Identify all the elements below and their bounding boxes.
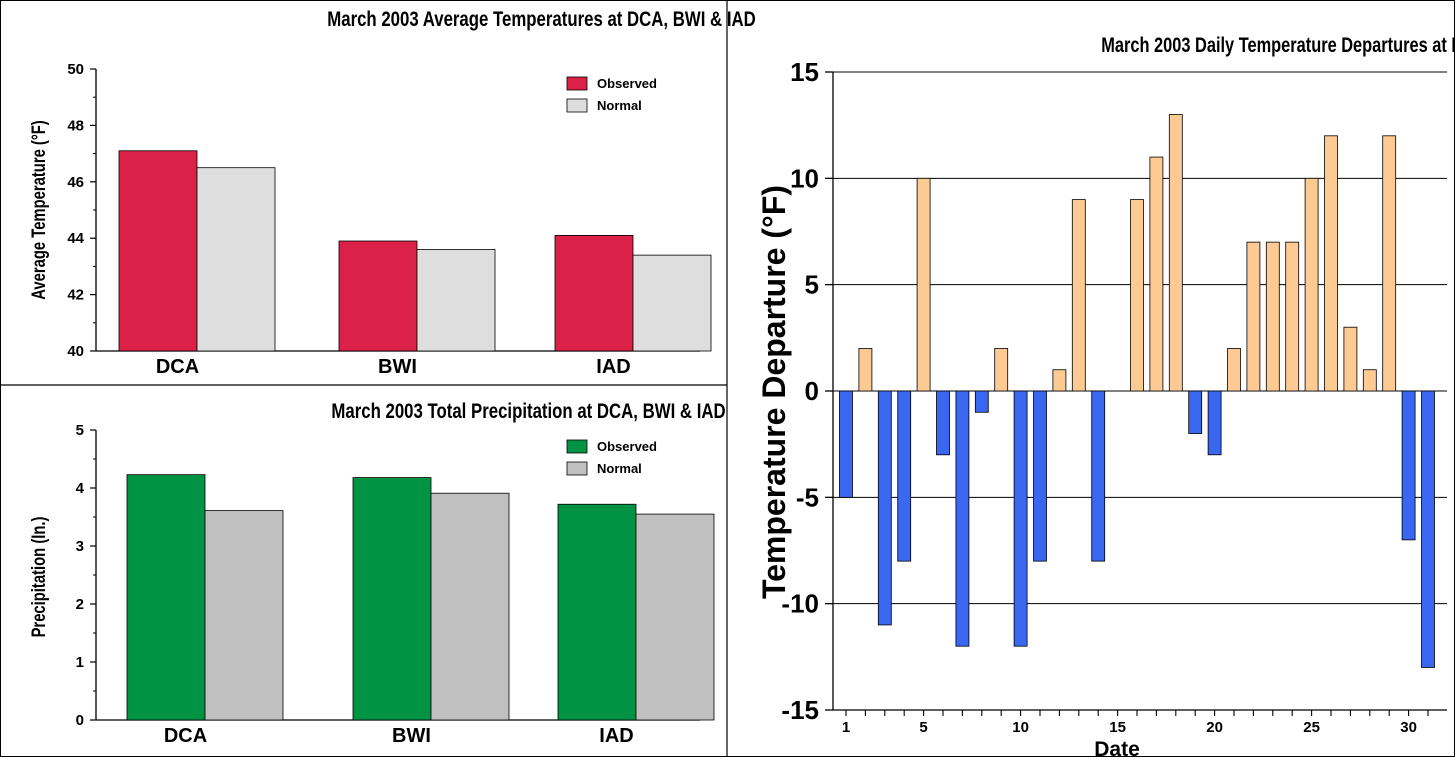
x-category-label: IAD bbox=[596, 356, 630, 378]
bar-observed-bwi bbox=[352, 477, 432, 721]
x-tick-label: 1 bbox=[842, 719, 850, 736]
y-tick-label: 4 bbox=[76, 480, 85, 497]
y-tick-label: 5 bbox=[76, 422, 84, 439]
bar-day-25 bbox=[1304, 177, 1319, 392]
legend-label-normal: Normal bbox=[597, 98, 642, 113]
y-tick-label: 40 bbox=[67, 343, 84, 360]
bar-normal-iad bbox=[632, 254, 712, 352]
y-tick-label: -5 bbox=[796, 482, 819, 512]
x-tick-label: 10 bbox=[1012, 719, 1029, 736]
y-tick-label: -15 bbox=[781, 695, 819, 725]
legend-swatch-observed bbox=[566, 76, 588, 91]
bar-day-14 bbox=[1091, 390, 1106, 562]
bar-day-26 bbox=[1324, 135, 1338, 392]
bar-day-13 bbox=[1071, 199, 1086, 392]
bar-day-2 bbox=[858, 348, 873, 392]
bar-observed-dca bbox=[126, 474, 206, 721]
x-category-label: DCA bbox=[156, 356, 199, 378]
y-tick-label: 10 bbox=[790, 163, 819, 193]
y-tick-label: 0 bbox=[76, 712, 84, 729]
bar-day-1 bbox=[839, 390, 853, 498]
chart-title: March 2003 Total Precipitation at DCA, B… bbox=[331, 400, 725, 423]
bar-normal-iad bbox=[635, 513, 715, 721]
bar-day-5 bbox=[916, 177, 931, 392]
x-category-label: DCA bbox=[164, 725, 207, 747]
y-tick-label: 15 bbox=[790, 57, 819, 87]
y-tick-label: -10 bbox=[781, 589, 819, 619]
bar-day-23 bbox=[1265, 241, 1280, 392]
bar-day-7 bbox=[955, 390, 970, 647]
bar-day-29 bbox=[1382, 135, 1397, 392]
bar-day-21 bbox=[1227, 348, 1241, 392]
y-tick-label: 42 bbox=[67, 287, 84, 304]
bar-day-30 bbox=[1401, 390, 1416, 541]
chart-title: March 2003 Daily Temperature Departures … bbox=[1101, 33, 1455, 56]
y-tick-label: 3 bbox=[76, 538, 84, 555]
y-axis-label: Precipitation (In.) bbox=[28, 517, 49, 638]
bar-day-10 bbox=[1013, 390, 1028, 647]
precipitation-chart: March 2003 Total Precipitation at DCA, B… bbox=[28, 400, 725, 747]
y-tick-label: 2 bbox=[76, 596, 84, 613]
bar-day-20 bbox=[1207, 390, 1222, 456]
x-tick-label: 20 bbox=[1206, 719, 1223, 736]
y-tick-label: 44 bbox=[67, 230, 84, 247]
bar-day-12 bbox=[1052, 369, 1067, 392]
bar-day-6 bbox=[936, 390, 950, 456]
x-tick-label: 5 bbox=[919, 719, 927, 736]
departure-chart: March 2003 Daily Temperature Departures … bbox=[756, 33, 1455, 757]
legend-swatch-normal bbox=[566, 461, 588, 476]
bar-observed-dca bbox=[118, 150, 198, 352]
bar-normal-bwi bbox=[430, 492, 510, 721]
bar-normal-dca bbox=[196, 167, 276, 352]
bar-observed-iad bbox=[557, 503, 637, 721]
bar-observed-bwi bbox=[338, 240, 418, 352]
bar-day-17 bbox=[1149, 156, 1164, 392]
legend-swatch-normal bbox=[566, 98, 588, 113]
bar-observed-iad bbox=[554, 234, 634, 352]
legend-label-observed: Observed bbox=[597, 439, 657, 454]
y-tick-label: 0 bbox=[805, 376, 819, 406]
y-tick-label: 50 bbox=[67, 61, 84, 78]
bar-day-24 bbox=[1285, 241, 1300, 392]
bar-day-19 bbox=[1188, 390, 1203, 434]
bar-day-31 bbox=[1421, 390, 1435, 668]
chart-title: March 2003 Average Temperatures at DCA, … bbox=[327, 8, 755, 31]
y-axis-label: Average Temperature (°F) bbox=[28, 120, 49, 299]
x-tick-label: 25 bbox=[1303, 719, 1320, 736]
y-tick-label: 5 bbox=[805, 270, 819, 300]
y-tick-label: 48 bbox=[67, 117, 84, 134]
bar-day-8 bbox=[974, 390, 989, 413]
bar-day-9 bbox=[994, 348, 1009, 392]
legend-swatch-observed bbox=[566, 439, 588, 454]
bar-day-27 bbox=[1343, 326, 1358, 392]
bar-day-16 bbox=[1130, 199, 1144, 392]
legend-label-normal: Normal bbox=[597, 461, 642, 476]
x-axis-label: Date bbox=[1094, 738, 1140, 757]
bar-day-11 bbox=[1033, 390, 1047, 562]
x-category-label: BWI bbox=[392, 725, 431, 747]
bar-day-3 bbox=[877, 390, 892, 626]
bar-day-18 bbox=[1168, 114, 1183, 392]
y-axis-label: Temperature Departure (°F) bbox=[756, 185, 792, 599]
bar-normal-bwi bbox=[416, 249, 496, 352]
bar-normal-dca bbox=[204, 510, 284, 721]
x-tick-label: 30 bbox=[1400, 719, 1417, 736]
y-tick-label: 1 bbox=[76, 654, 84, 671]
y-tick-label: 46 bbox=[67, 174, 84, 191]
temperature-chart: March 2003 Average Temperatures at DCA, … bbox=[28, 8, 755, 378]
bar-day-4 bbox=[897, 390, 912, 562]
bar-day-22 bbox=[1246, 241, 1261, 392]
bar-day-28 bbox=[1362, 369, 1377, 392]
legend-label-observed: Observed bbox=[597, 76, 657, 91]
x-category-label: IAD bbox=[599, 725, 633, 747]
x-category-label: BWI bbox=[378, 356, 417, 378]
x-tick-label: 15 bbox=[1109, 719, 1126, 736]
